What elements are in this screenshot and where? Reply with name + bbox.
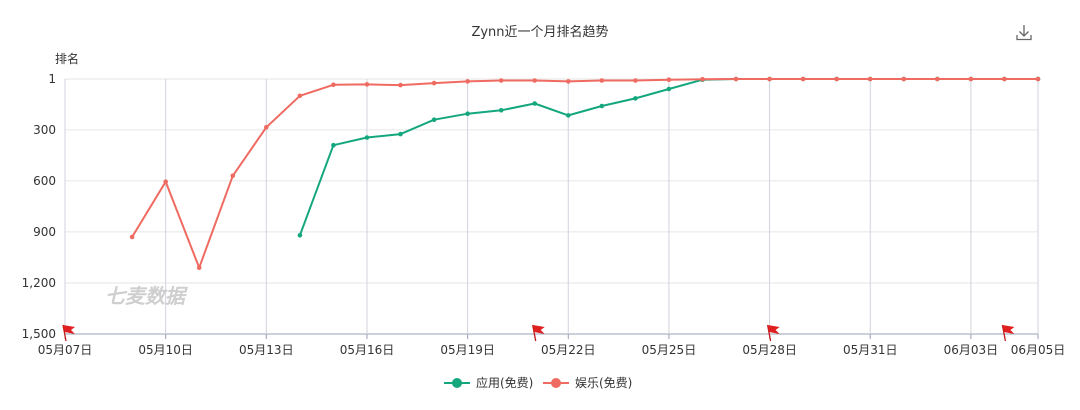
data-point[interactable] — [196, 265, 202, 271]
y-tick-label: 300 — [33, 123, 56, 137]
data-point[interactable] — [331, 82, 336, 88]
data-point[interactable] — [733, 76, 739, 82]
data-point[interactable] — [230, 173, 236, 179]
data-point[interactable] — [666, 86, 672, 92]
data-point[interactable] — [431, 117, 437, 122]
data-point[interactable] — [1002, 76, 1007, 82]
data-point[interactable] — [331, 142, 336, 148]
x-tick-label: 05月31日 — [843, 343, 898, 357]
y-axis-label: 排名 — [55, 51, 79, 66]
data-point[interactable] — [935, 76, 940, 82]
y-tick-label: 1,500 — [22, 327, 56, 341]
data-point[interactable] — [767, 76, 772, 82]
data-point[interactable] — [700, 76, 705, 82]
flag-icon[interactable] — [532, 324, 545, 342]
legend-label: 娱乐(免费) — [575, 375, 632, 390]
data-point[interactable] — [532, 101, 537, 106]
legend: 应用(免费) 娱乐(免费) — [444, 375, 632, 390]
y-axis-ticks: 1 300 600 900 1,200 1,500 — [22, 72, 56, 341]
series-layer — [129, 76, 1041, 271]
flag-icon[interactable] — [766, 324, 780, 342]
event-flags — [62, 324, 1015, 342]
legend-label: 应用(免费) — [476, 375, 533, 390]
data-point[interactable] — [599, 78, 605, 83]
y-tick-label: 600 — [33, 174, 56, 188]
data-point[interactable] — [431, 80, 437, 86]
download-button[interactable] — [1012, 20, 1036, 44]
data-point[interactable] — [364, 82, 370, 87]
data-point[interactable] — [867, 76, 873, 82]
horizontal-gridlines — [65, 78, 1038, 335]
data-point[interactable] — [398, 131, 403, 137]
x-tick-label: 05月10日 — [138, 343, 193, 357]
x-tick-label: 06月05日 — [1011, 343, 1066, 357]
data-point[interactable] — [297, 233, 303, 238]
data-point[interactable] — [666, 77, 672, 82]
data-point[interactable] — [633, 78, 638, 83]
x-tick-label: 05月22日 — [541, 343, 596, 357]
flag-icon[interactable] — [62, 324, 75, 342]
x-tick-label: 05月25日 — [642, 343, 697, 357]
data-point[interactable] — [599, 103, 605, 109]
x-tick-label: 05月07日 — [38, 343, 93, 357]
data-point[interactable] — [129, 234, 135, 240]
y-tick-label: 1 — [48, 72, 56, 86]
data-point[interactable] — [968, 76, 974, 82]
data-point[interactable] — [498, 108, 504, 113]
data-point[interactable] — [566, 79, 571, 84]
series-2 — [129, 76, 1041, 271]
x-tick-label: 06月03日 — [944, 343, 999, 357]
flag-icon[interactable] — [1001, 324, 1015, 342]
data-point[interactable] — [633, 96, 638, 101]
legend-item[interactable]: 应用(免费) — [444, 375, 533, 390]
download-icon — [1016, 25, 1032, 41]
data-point[interactable] — [364, 135, 370, 140]
y-tick-label: 900 — [33, 225, 56, 239]
x-tick-label: 05月13日 — [239, 343, 294, 357]
data-point[interactable] — [398, 82, 403, 88]
chart-title: Zynn近一个月排名趋势 — [471, 24, 608, 40]
data-point[interactable] — [532, 78, 537, 83]
vertical-gridlines — [64, 79, 1039, 339]
x-axis-ticks: 05月07日 05月10日 05月13日 05月16日 05月19日 05月22日 05月2… — [38, 343, 1066, 357]
data-point[interactable] — [498, 78, 504, 83]
data-point[interactable] — [465, 79, 470, 84]
data-point[interactable] — [163, 179, 168, 184]
series-line — [131, 78, 1038, 269]
data-point[interactable] — [834, 76, 839, 82]
legend-item[interactable]: 娱乐(免费) — [543, 375, 632, 390]
data-point[interactable] — [264, 125, 269, 130]
watermark: 七麦数据 — [105, 284, 188, 308]
data-point[interactable] — [297, 93, 303, 99]
y-tick-label: 1,200 — [22, 276, 56, 290]
data-point[interactable] — [901, 76, 907, 82]
data-point[interactable] — [800, 76, 806, 82]
data-point[interactable] — [1035, 76, 1041, 82]
x-tick-label: 05月16日 — [340, 343, 395, 357]
x-tick-label: 05月19日 — [440, 343, 495, 357]
data-point[interactable] — [566, 113, 571, 118]
x-tick-label: 05月28日 — [742, 343, 797, 357]
data-point[interactable] — [465, 111, 470, 116]
